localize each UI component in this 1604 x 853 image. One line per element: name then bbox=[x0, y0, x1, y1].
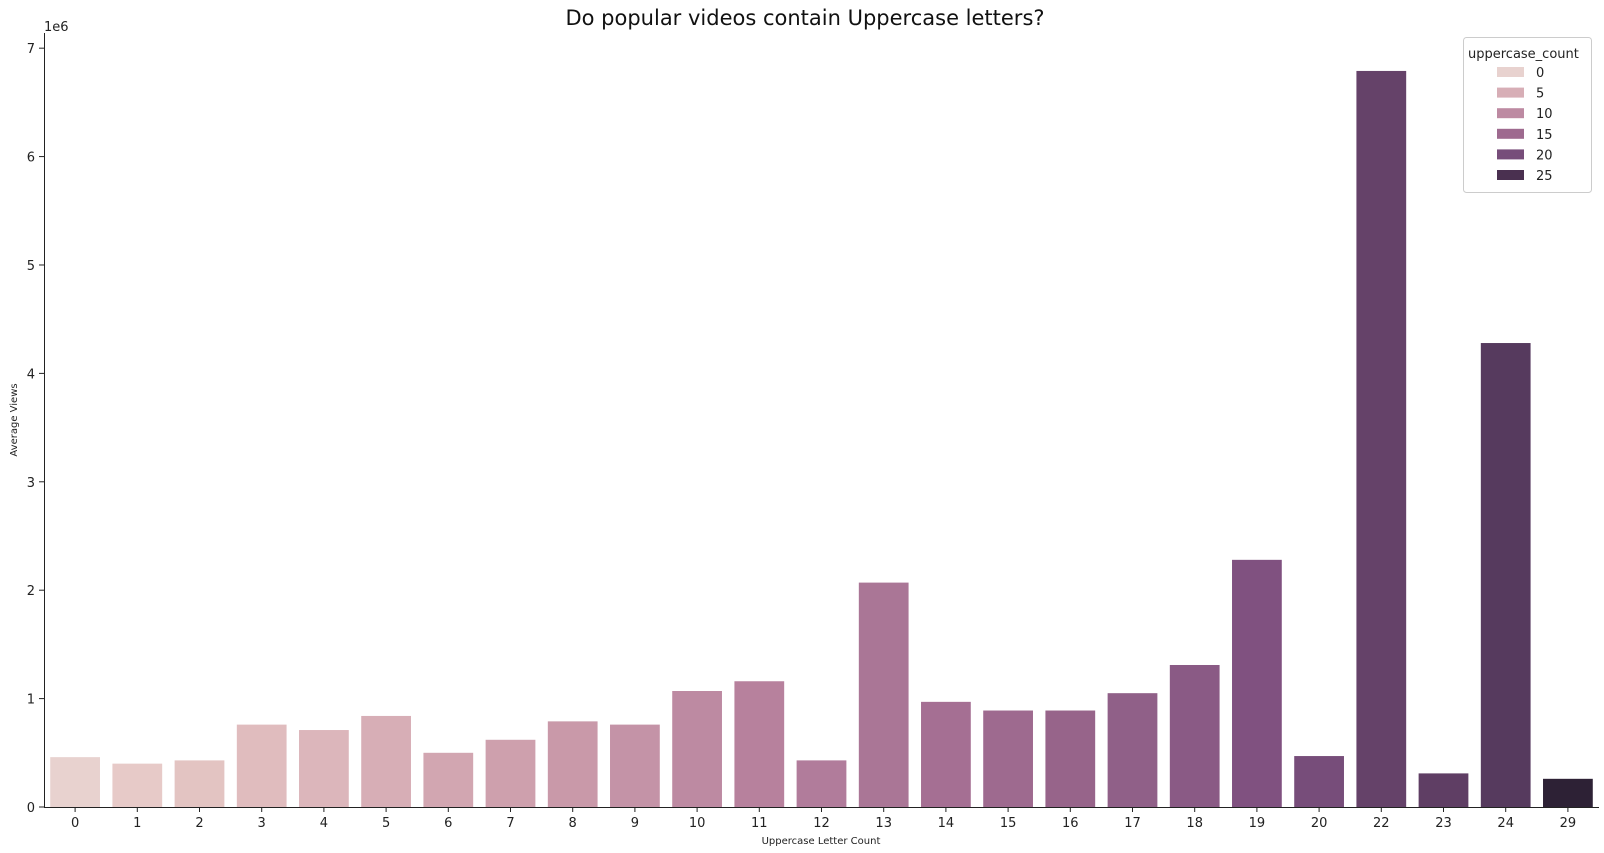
y-axis-label: Average Views bbox=[9, 383, 20, 456]
x-tick-label-4: 4 bbox=[320, 816, 328, 831]
x-axis-label: Uppercase Letter Count bbox=[762, 836, 881, 847]
x-tick-label-16: 16 bbox=[1062, 816, 1079, 831]
bar-29 bbox=[1543, 778, 1593, 807]
x-tick-label-18: 18 bbox=[1186, 816, 1203, 831]
x-tick-label-2: 2 bbox=[195, 816, 203, 831]
bar-19 bbox=[1232, 559, 1282, 807]
x-tick-label-14: 14 bbox=[938, 816, 955, 831]
legend-swatch-20 bbox=[1497, 149, 1524, 160]
bar-0 bbox=[50, 757, 100, 807]
x-tick-label-1: 1 bbox=[133, 816, 141, 831]
x-tick-label-0: 0 bbox=[71, 816, 79, 831]
y-tick-label-1: 1 bbox=[27, 693, 35, 708]
x-tick-label-15: 15 bbox=[1000, 816, 1017, 831]
bar-15 bbox=[983, 710, 1033, 807]
x-tick-label-13: 13 bbox=[875, 816, 892, 831]
x-tick-label-11: 11 bbox=[751, 816, 768, 831]
legend-swatch-15 bbox=[1497, 128, 1524, 139]
x-tick-label-10: 10 bbox=[689, 816, 706, 831]
legend-swatch-0 bbox=[1497, 67, 1524, 77]
x-tick-label-12: 12 bbox=[813, 816, 830, 831]
x-tick-label-24: 24 bbox=[1497, 816, 1514, 831]
y-tick-label-7: 7 bbox=[27, 42, 35, 57]
x-tick-label-17: 17 bbox=[1124, 816, 1141, 831]
bar-23 bbox=[1418, 773, 1469, 807]
bar-12 bbox=[796, 760, 847, 807]
bar-3 bbox=[236, 724, 287, 807]
x-tick-label-6: 6 bbox=[444, 816, 452, 831]
x-tick-label-29: 29 bbox=[1560, 816, 1577, 831]
bar-24 bbox=[1480, 343, 1531, 807]
legend-title: uppercase_count bbox=[1468, 47, 1579, 62]
x-tick-label-5: 5 bbox=[382, 816, 390, 831]
bar-6 bbox=[423, 752, 474, 807]
legend-frame bbox=[1463, 37, 1592, 193]
bar-13 bbox=[858, 582, 909, 807]
legend-entries: 0 5 10 15 20 25 bbox=[1497, 66, 1553, 184]
bar-20 bbox=[1294, 756, 1344, 807]
chart-title: Do popular videos contain Uppercase lett… bbox=[565, 6, 1044, 30]
x-tick-label-22: 22 bbox=[1373, 816, 1390, 831]
bar-9 bbox=[610, 724, 660, 807]
y-tick-label-3: 3 bbox=[27, 476, 35, 491]
x-tick-label-3: 3 bbox=[258, 816, 266, 831]
y-axis-ticks: 0 1 2 3 4 5 6 7 bbox=[27, 42, 44, 816]
bar-10 bbox=[672, 691, 722, 807]
bars bbox=[50, 70, 1593, 808]
x-tick-label-23: 23 bbox=[1435, 816, 1452, 831]
legend-swatch-25 bbox=[1497, 170, 1524, 180]
x-axis-ticks: 0 1 2 3 4 5 6 7 8 9 10 11 12 13 14 15 16 17 18 19 20 22 23 24 29 bbox=[71, 807, 1576, 831]
bar-18 bbox=[1169, 664, 1220, 807]
y-tick-label-0: 0 bbox=[27, 801, 35, 816]
x-tick-label-9: 9 bbox=[631, 816, 639, 831]
bar-8 bbox=[547, 721, 598, 807]
bar-5 bbox=[361, 715, 411, 807]
y-tick-label-6: 6 bbox=[27, 151, 35, 166]
y-tick-label-4: 4 bbox=[27, 367, 35, 382]
bar-11 bbox=[734, 681, 785, 807]
legend-swatch-10 bbox=[1497, 108, 1524, 119]
y-tick-label-5: 5 bbox=[27, 259, 35, 274]
legend-label-5: 5 bbox=[1536, 87, 1544, 102]
legend-label-15: 15 bbox=[1536, 128, 1553, 143]
legend: uppercase_count 0 5 10 15 20 25 bbox=[1463, 37, 1592, 193]
y-axis-offset-label: 1e6 bbox=[44, 20, 69, 35]
y-tick-label-2: 2 bbox=[27, 584, 35, 599]
bar-17 bbox=[1107, 693, 1158, 807]
bar-1 bbox=[112, 763, 163, 807]
bar-4 bbox=[299, 730, 349, 807]
bar-22 bbox=[1356, 70, 1407, 808]
legend-label-10: 10 bbox=[1536, 107, 1553, 122]
x-tick-label-20: 20 bbox=[1311, 816, 1328, 831]
x-tick-label-8: 8 bbox=[569, 816, 577, 831]
bar-7 bbox=[485, 739, 536, 807]
x-tick-label-7: 7 bbox=[506, 816, 514, 831]
bar-16 bbox=[1045, 710, 1096, 807]
legend-label-25: 25 bbox=[1536, 169, 1553, 184]
legend-label-0: 0 bbox=[1536, 66, 1544, 81]
x-tick-label-19: 19 bbox=[1249, 816, 1266, 831]
bar-2 bbox=[174, 760, 225, 807]
legend-swatch-5 bbox=[1497, 87, 1524, 98]
legend-label-20: 20 bbox=[1536, 148, 1553, 163]
bar-14 bbox=[921, 701, 971, 807]
